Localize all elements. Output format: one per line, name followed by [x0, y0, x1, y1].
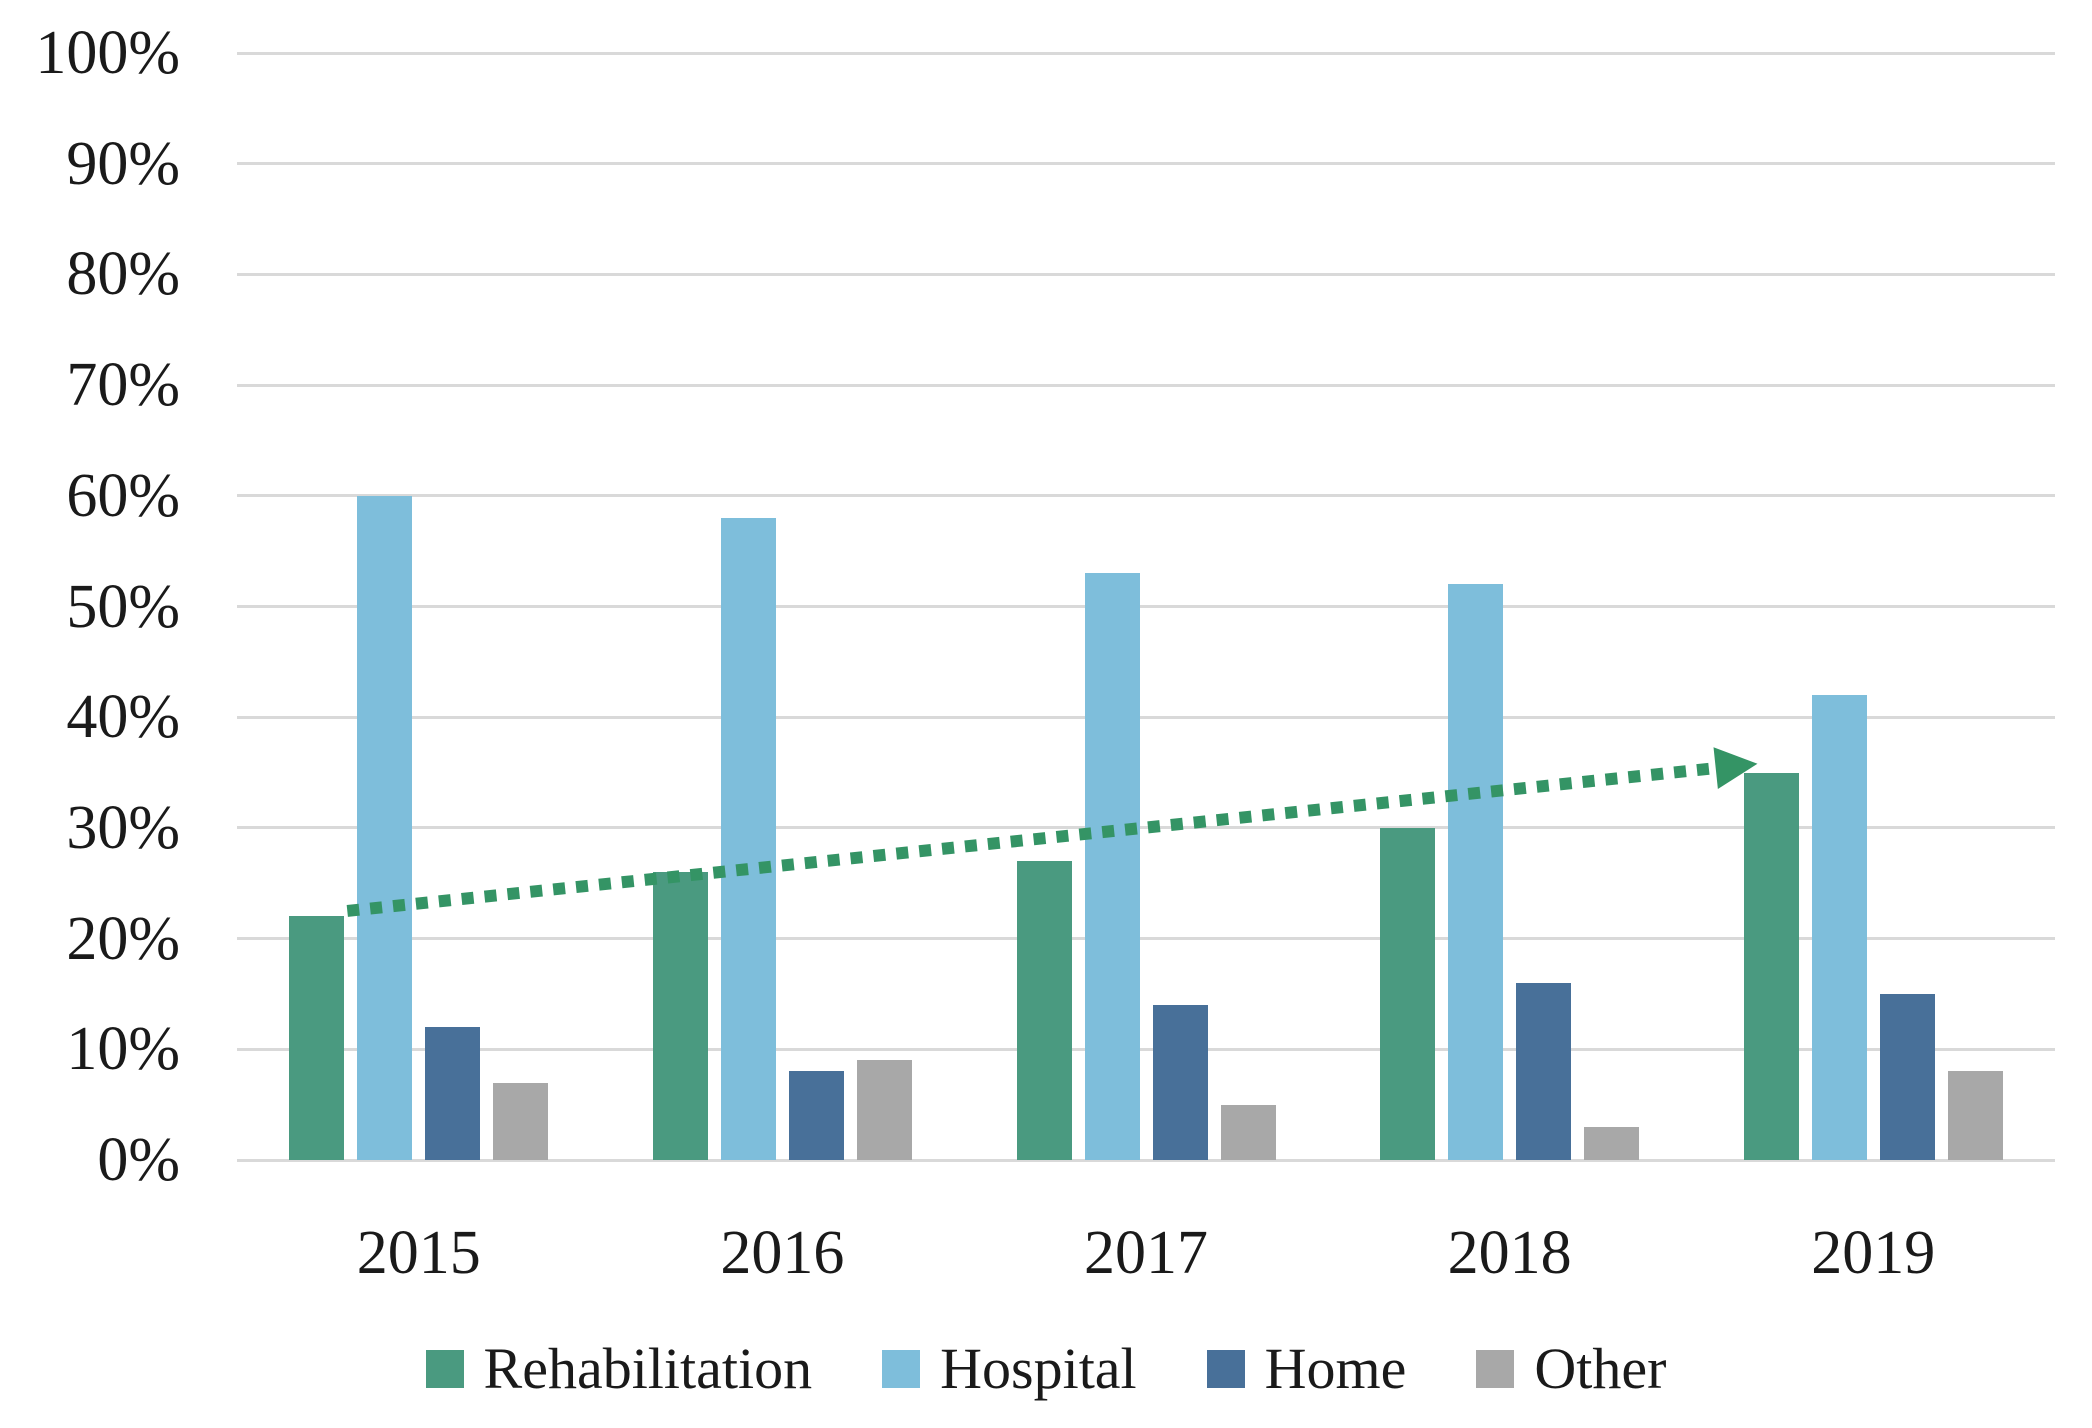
bar-home-2016	[788, 1071, 844, 1160]
gridline-90%	[237, 162, 2055, 166]
y-tick-label-60%: 60%	[66, 461, 180, 530]
y-tick-label-70%: 70%	[66, 351, 180, 420]
x-tick-label-2019: 2019	[1811, 1219, 1936, 1287]
bar-other-2016	[856, 1060, 912, 1160]
legend-swatch-rehabilitation	[425, 1350, 464, 1388]
bar-other-2017	[1220, 1104, 1276, 1160]
bar-hospital-2016	[720, 517, 776, 1160]
y-tick-label-50%: 50%	[66, 572, 180, 641]
x-tick-label-2018: 2018	[1447, 1219, 1572, 1287]
bar-rehabilitation-2019	[1743, 772, 1799, 1160]
y-tick-label-40%: 40%	[66, 683, 180, 752]
legend-swatch-home	[1206, 1350, 1245, 1388]
bar-hospital-2015	[357, 495, 413, 1160]
bar-other-2015	[493, 1082, 549, 1160]
y-tick-label-90%: 90%	[66, 129, 180, 198]
legend-swatch-other	[1476, 1350, 1515, 1388]
bar-hospital-2017	[1084, 573, 1140, 1160]
bar-rehabilitation-2016	[652, 872, 708, 1160]
gridline-40%	[237, 715, 2055, 719]
bar-rehabilitation-2018	[1380, 827, 1436, 1160]
x-tick-label-2015: 2015	[356, 1219, 481, 1287]
gridline-10%	[237, 1047, 2055, 1051]
gridline-80%	[237, 272, 2055, 276]
legend-item-home: Home	[1206, 1336, 1407, 1401]
bar-other-2018	[1584, 1126, 1640, 1160]
x-tick-label-2016: 2016	[720, 1219, 845, 1287]
legend-label-hospital: Hospital	[940, 1336, 1137, 1401]
legend: Rehabilitation Hospital Home Other	[0, 1334, 2092, 1404]
bar-home-2018	[1516, 982, 1572, 1160]
gridline-60%	[237, 494, 2055, 498]
bar-other-2019	[1947, 1071, 2003, 1160]
bar-rehabilitation-2017	[1016, 861, 1072, 1160]
legend-swatch-hospital	[882, 1350, 921, 1388]
bar-home-2019	[1879, 993, 1935, 1160]
bar-home-2017	[1152, 1005, 1208, 1160]
legend-label-home: Home	[1264, 1336, 1407, 1401]
legend-label-rehabilitation: Rehabilitation	[483, 1336, 813, 1401]
gridline-70%	[237, 383, 2055, 387]
y-tick-label-0%: 0%	[97, 1126, 180, 1194]
gridline-100%	[237, 51, 2055, 55]
bar-hospital-2019	[1811, 695, 1867, 1160]
legend-item-rehabilitation: Rehabilitation	[425, 1336, 813, 1401]
legend-item-other: Other	[1476, 1340, 1666, 1398]
y-tick-label-10%: 10%	[66, 1015, 180, 1084]
gridline-20%	[237, 937, 2055, 941]
gridline-0%	[237, 1158, 2055, 1162]
bar-rehabilitation-2015	[289, 916, 345, 1160]
gridline-50%	[237, 605, 2055, 608]
y-tick-label-80%: 80%	[66, 240, 180, 309]
legend-item-hospital: Hospital	[882, 1340, 1137, 1398]
legend-label-other: Other	[1534, 1336, 1667, 1401]
bar-hospital-2018	[1448, 584, 1504, 1160]
y-tick-label-30%: 30%	[66, 793, 180, 862]
x-tick-label-2017: 2017	[1084, 1219, 1208, 1287]
y-tick-label-20%: 20%	[66, 904, 180, 973]
bar-home-2015	[425, 1027, 481, 1160]
y-tick-label-100%: 100%	[35, 19, 180, 87]
